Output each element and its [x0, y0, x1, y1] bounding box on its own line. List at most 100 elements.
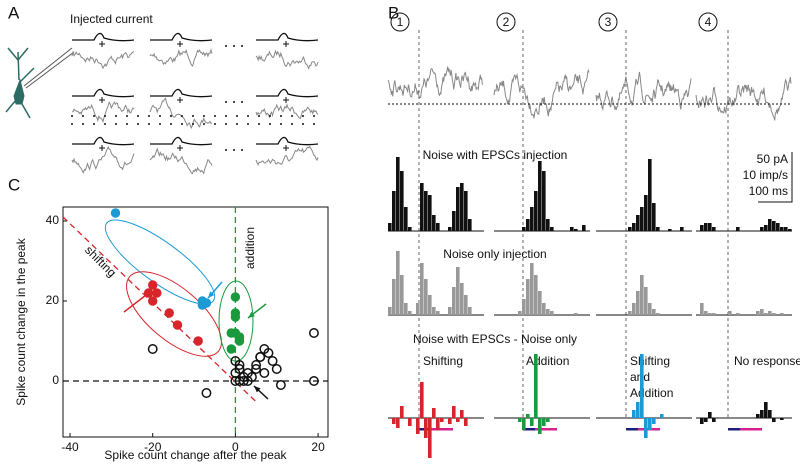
hist-bar: [534, 354, 538, 418]
hist-bar: [392, 191, 396, 231]
stim-bar: [740, 428, 762, 431]
plus: [99, 145, 105, 151]
ellipsis: [302, 115, 304, 117]
hist-bar: [448, 307, 452, 315]
ellipsis: [247, 123, 249, 125]
hist-bar: [764, 225, 768, 231]
hist-bar: [772, 221, 776, 231]
hist-bar: [756, 311, 760, 315]
hist-bar: [712, 418, 716, 422]
x-tick-label: 0: [232, 440, 239, 454]
ellipsis: [104, 123, 106, 125]
hist-bar: [522, 227, 526, 231]
point: [201, 388, 212, 398]
hist-bar: [700, 225, 704, 231]
hist-bar: [640, 275, 644, 315]
ellipsis: [258, 123, 260, 125]
ellipsis: [115, 115, 117, 117]
panel-b: 1 2 3 4 Noise with EPSCs injection Noise only…: [387, 12, 800, 458]
ellipsis: [203, 123, 205, 125]
hist-bar: [768, 410, 772, 418]
hist-bar: [538, 291, 542, 315]
hist-bar: [780, 313, 784, 315]
hist-bar: [452, 211, 456, 231]
scale-label: 10 imp/s: [743, 168, 788, 182]
hist-bar: [760, 309, 764, 315]
hist-bar: [736, 227, 740, 231]
panel-label: A: [8, 3, 20, 22]
noise-trace: [255, 103, 319, 119]
ellipsis: [181, 123, 183, 125]
ellipsis: [233, 101, 235, 103]
hist-bar: [768, 311, 772, 315]
hist-bar: [776, 223, 780, 231]
group-ellipse: [218, 280, 254, 362]
ellipsis: [313, 115, 315, 117]
ellipsis: [115, 123, 117, 125]
neuron: [5, 47, 75, 119]
ellipsis: [148, 123, 150, 125]
ellipsis: [126, 115, 128, 117]
hist-bar: [416, 418, 420, 434]
voltage-trace: [695, 77, 792, 121]
hist-bar: [456, 267, 460, 315]
hist-bar: [404, 207, 408, 231]
condition-circle: [598, 12, 618, 32]
hist-bar: [432, 215, 436, 231]
hist-bar: [574, 229, 578, 231]
hist-bar: [704, 223, 708, 231]
point: [263, 348, 274, 358]
plus: [177, 41, 183, 47]
ellipsis: [192, 115, 194, 117]
ellipsis: [93, 123, 95, 125]
hist-bar: [570, 227, 574, 231]
x-axis-label: Spike count change after the peak: [104, 448, 287, 462]
ellipsis: [280, 123, 282, 125]
point: [226, 344, 236, 354]
ellipsis: [225, 45, 227, 47]
hist-bar: [546, 219, 550, 231]
hist-bar: [530, 418, 534, 426]
ellipsis: [148, 115, 150, 117]
plus: [99, 41, 105, 47]
hist-bar: [700, 303, 704, 315]
hist-bar: [388, 223, 392, 231]
hist-bar: [648, 303, 652, 315]
hist-bar: [656, 313, 660, 315]
hist-bar: [648, 159, 652, 231]
point: [234, 336, 245, 346]
hist-bar: [760, 227, 764, 231]
group-ellipse: [126, 271, 222, 357]
hist-bar: [652, 309, 656, 315]
hist-bar: [518, 418, 522, 422]
ellipsis: [225, 123, 227, 125]
ellipsis: [291, 123, 293, 125]
condition-circle: [496, 12, 516, 32]
hist-bar: [632, 410, 636, 418]
panel-label: C: [8, 175, 20, 194]
ellipsis: [82, 123, 84, 125]
hist-bar: [396, 157, 400, 231]
hist-bar: [522, 299, 526, 315]
hist-bar: [582, 225, 586, 231]
hist-bar: [542, 171, 546, 231]
ellipsis: [236, 115, 238, 117]
hist-bar: [768, 219, 772, 231]
plus: [283, 145, 289, 151]
hist-bar: [534, 191, 538, 231]
hist-bar: [538, 418, 542, 434]
hist-bar: [396, 418, 400, 428]
hist-bar: [736, 313, 740, 315]
hist-bar: [546, 309, 550, 315]
hist-bar: [400, 171, 404, 231]
point: [148, 280, 158, 290]
hist-bar: [708, 412, 712, 418]
ellipsis: [241, 101, 243, 103]
hist-bar: [464, 191, 468, 231]
hist-bar: [640, 207, 644, 231]
plus: [99, 97, 105, 103]
hist-bar: [468, 219, 472, 231]
hist-bar: [460, 410, 464, 418]
ellipsis: [181, 115, 183, 117]
